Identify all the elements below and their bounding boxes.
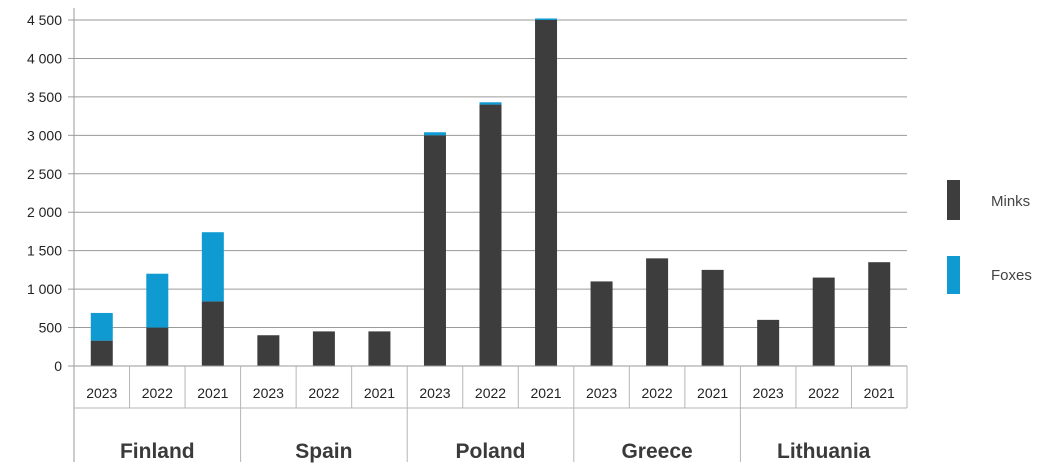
legend: Minks Foxes xyxy=(947,180,1032,294)
country-label: Finland xyxy=(120,440,195,463)
bar-foxes xyxy=(479,102,502,105)
axes xyxy=(68,8,908,462)
year-label: 2021 xyxy=(864,385,895,401)
year-label: 2021 xyxy=(530,385,561,401)
year-label: 2022 xyxy=(642,385,673,401)
bars xyxy=(90,18,891,367)
bar-minks xyxy=(479,104,502,367)
bar-minks xyxy=(812,277,835,366)
year-label: 2022 xyxy=(142,385,173,401)
bar-minks xyxy=(312,331,335,366)
bar-minks xyxy=(757,319,780,366)
year-label: 2022 xyxy=(308,385,339,401)
y-tick-label: 0 xyxy=(54,358,62,374)
bar-foxes xyxy=(201,232,224,302)
y-tick-label: 500 xyxy=(39,320,63,336)
bar-foxes xyxy=(146,273,169,328)
year-label: 2022 xyxy=(808,385,839,401)
bar-minks xyxy=(535,20,558,366)
bar-minks xyxy=(423,135,446,366)
y-tick-label: 1 000 xyxy=(27,281,62,297)
bar-foxes xyxy=(423,132,446,136)
y-tick-label: 1 500 xyxy=(27,243,62,259)
bar-minks xyxy=(146,327,169,366)
country-label: Greece xyxy=(621,440,692,463)
year-label: 2021 xyxy=(697,385,728,401)
y-tick-label: 2 500 xyxy=(27,166,62,182)
y-tick-label: 2 000 xyxy=(27,204,62,220)
bar-minks xyxy=(868,262,891,366)
year-label: 2021 xyxy=(364,385,395,401)
bar-minks xyxy=(368,331,391,366)
legend-label-minks: Minks xyxy=(991,193,1030,210)
x-axis-labels: 2023 2022 2021 Finland 2023 2022 2021 Spain 2023… xyxy=(86,385,895,463)
year-label: 2023 xyxy=(419,385,450,401)
year-label: 2023 xyxy=(253,385,284,401)
country-label: Lithuania xyxy=(777,440,871,463)
year-label: 2021 xyxy=(197,385,228,401)
year-label: 2023 xyxy=(753,385,784,401)
legend-swatch-minks xyxy=(947,180,960,220)
y-tick-label: 3 500 xyxy=(27,89,62,105)
bar-minks xyxy=(646,258,669,366)
bar-foxes xyxy=(90,312,113,341)
y-tick-label: 4 000 xyxy=(27,50,62,66)
bar-minks xyxy=(201,301,224,366)
legend-swatch-foxes xyxy=(947,256,960,294)
bar-minks xyxy=(590,281,613,366)
bar-minks xyxy=(257,335,280,366)
country-label: Poland xyxy=(455,440,525,463)
year-label: 2023 xyxy=(586,385,617,401)
year-label: 2022 xyxy=(475,385,506,401)
bar-minks xyxy=(90,340,113,366)
country-label: Spain xyxy=(295,440,352,463)
bar-foxes xyxy=(535,18,558,20)
legend-label-foxes: Foxes xyxy=(991,267,1032,284)
bar-minks xyxy=(701,269,724,366)
y-axis-ticks: 0 500 1 000 1 500 2 000 2 500 3 000 3 500 4 000 4… xyxy=(27,12,62,374)
y-tick-label: 3 000 xyxy=(27,127,62,143)
year-label: 2023 xyxy=(86,385,117,401)
y-tick-label: 4 500 xyxy=(27,12,62,28)
